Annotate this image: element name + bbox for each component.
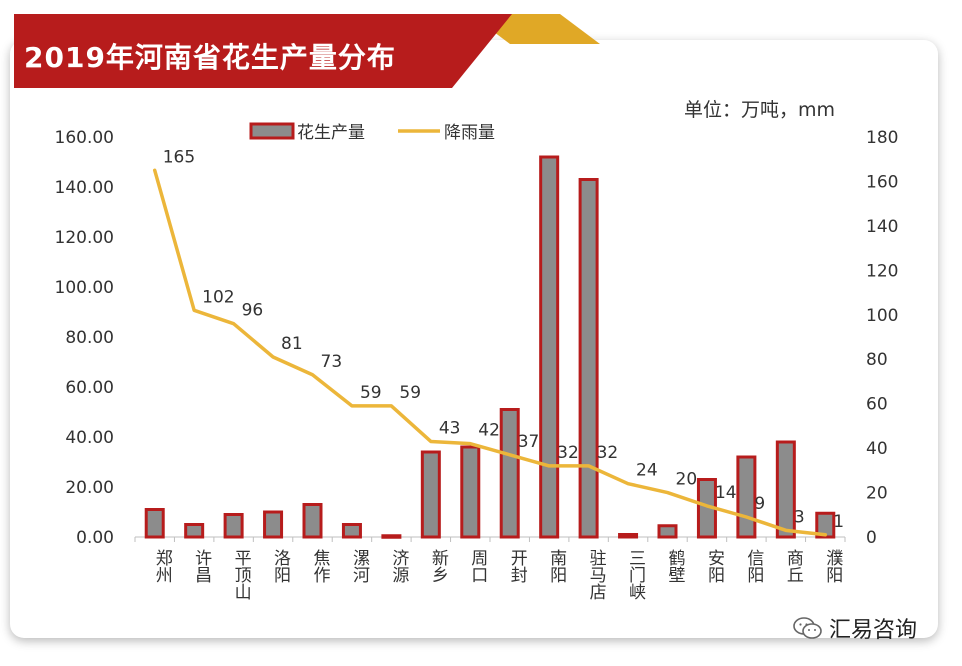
bar [499,408,520,539]
x-tick-label: 平顶山 [231,549,252,600]
y-left-tick-label: 160.00 [55,128,114,148]
bar [420,450,441,539]
rainfall-data-label: 3 [794,507,805,527]
bar [144,508,165,539]
unit-label: 单位：万吨，mm [684,99,836,121]
banner-red [14,14,512,88]
y-right-tick-label: 80 [866,350,888,370]
bar [775,440,796,539]
rainfall-data-label: 102 [202,287,234,307]
legend-line-label: 降雨量 [444,123,495,143]
bar [184,523,205,539]
rainfall-data-label: 24 [636,461,658,481]
y-right-tick-label: 120 [866,261,898,281]
title-banner [14,14,600,88]
bar [618,533,639,539]
rainfall-data-label: 9 [754,494,765,514]
rainfall-data-label: 32 [597,443,619,463]
y-right-tick-label: 40 [866,439,888,459]
x-tick-label: 濮阳 [822,549,843,583]
bar [302,503,323,539]
bar [223,513,244,539]
y-left-tick-label: 0.00 [76,528,114,548]
bar [815,511,836,539]
rainfall-data-label: 32 [557,443,579,463]
rainfall-data-label: 43 [439,418,461,438]
rainfall-data-label: 20 [676,470,698,490]
y-left-tick-label: 40.00 [65,428,114,448]
rainfall-data-label: 59 [360,383,382,403]
x-tick-label: 许昌 [191,549,212,583]
x-tick-label: 焦作 [310,549,331,583]
y-left-tick-label: 60.00 [65,378,114,398]
bar [460,445,481,539]
bar [263,510,284,539]
rainfall-line [152,168,828,537]
bar [657,524,678,539]
y-right-tick-label: 180 [866,128,898,148]
rainfall-data-label: 165 [163,147,195,167]
x-tick-label: 漯河 [349,549,370,583]
rainfall-data-label: 14 [715,483,737,503]
rainfall-data-label: 59 [399,383,421,403]
legend-bar-swatch [249,122,295,140]
y-left-tick-label: 100.00 [55,278,114,298]
y-right-tick-label: 100 [866,306,898,326]
x-tick-label: 南阳 [546,549,566,583]
rainfall-data-label: 81 [281,334,303,354]
watermark: 汇易咨询 [793,612,917,644]
y-left-tick-label: 120.00 [55,228,114,248]
chart-title: 2019年河南省花生产量分布 [24,41,396,74]
rainfall-data-label: 37 [518,432,540,452]
y-left-tick-label: 140.00 [55,178,114,198]
y-right-tick-label: 0 [866,528,877,548]
y-right-tick-label: 60 [866,395,888,415]
watermark-text: 汇易咨询 [829,618,918,643]
x-tick-label: 洛阳 [270,549,291,583]
x-tick-label: 鹤壁 [665,549,686,583]
bar [381,534,402,539]
x-tick-label: 三门峡 [625,549,645,600]
rainfall-data-label: 96 [242,301,264,321]
y-right-tick-label: 20 [866,484,888,504]
rainfall-data-label: 42 [478,421,500,441]
rainfall-data-label: 1 [833,512,844,532]
wechat-icon [793,617,822,639]
y-right-tick-label: 160 [866,172,898,192]
bar [341,523,362,539]
y-right-tick-label: 140 [866,217,898,237]
y-left-tick-label: 20.00 [65,478,114,498]
x-tick-label: 周口 [467,549,488,583]
x-tick-label: 开封 [507,549,528,583]
x-tick-label: 安阳 [704,549,724,583]
x-tick-label: 信阳 [743,549,764,583]
x-tick-label: 新乡 [428,549,449,583]
x-tick-label: 济源 [388,549,409,584]
y-left-tick-label: 80.00 [65,328,114,348]
x-tick-label: 商丘 [783,549,804,583]
legend-bar-label: 花生产量 [297,123,365,143]
bar [539,155,560,539]
bar [578,178,599,539]
bar [736,455,757,539]
x-tick-label: 郑州 [152,549,173,583]
rainfall-data-label: 73 [321,352,343,372]
x-tick-label: 驻马店 [586,549,607,600]
